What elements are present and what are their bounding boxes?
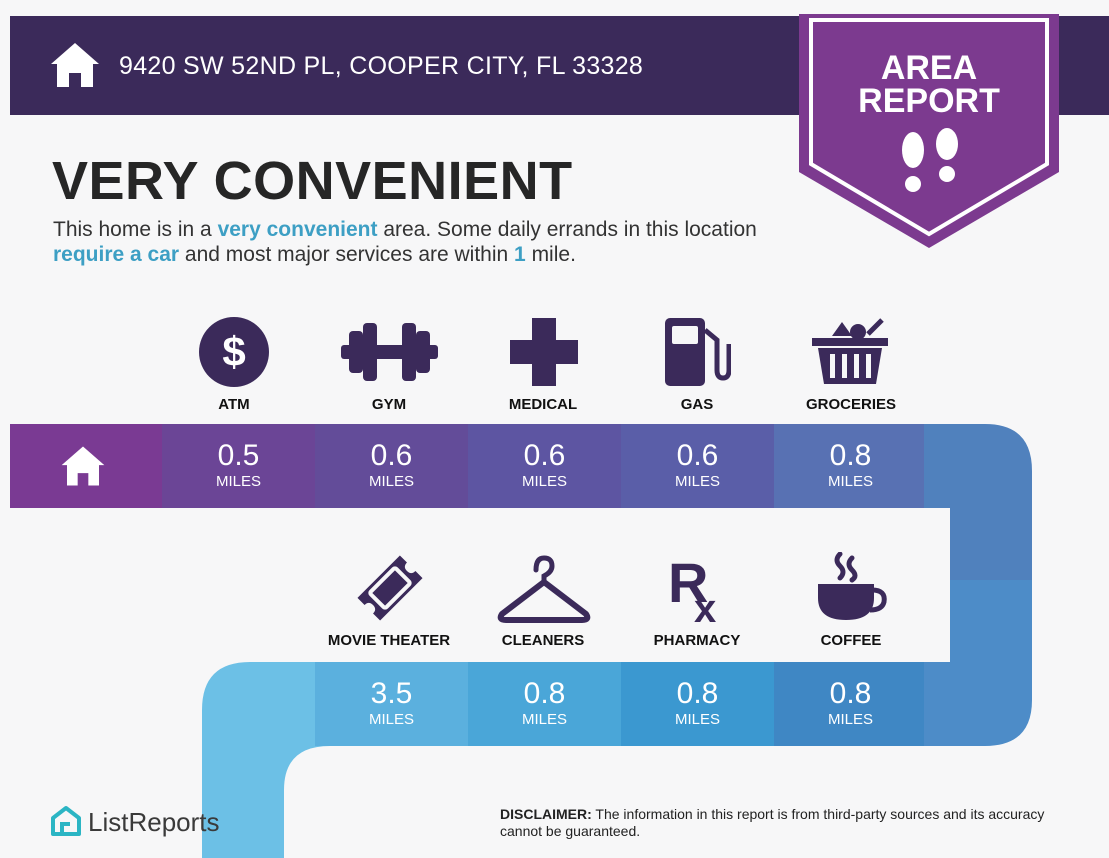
- distance-cell-coffee: 0.8 MILES: [774, 662, 927, 746]
- distance-value: 0.8: [829, 677, 872, 710]
- distance-unit: MILES: [521, 711, 567, 728]
- service-label-coffee: COFFEE: [820, 632, 882, 649]
- grocery-basket-icon: [812, 318, 888, 384]
- distance-value: 0.8: [523, 677, 566, 710]
- summary-text-4: mile.: [525, 243, 576, 266]
- disclaimer: DISCLAIMER: The information in this repo…: [500, 806, 1080, 840]
- service-label-cleaners: CLEANERS: [501, 632, 585, 649]
- service-label-gym: GYM: [371, 396, 407, 413]
- medical-cross-icon: [510, 318, 578, 386]
- coffee-cup-icon: [818, 552, 887, 620]
- distance-value: 0.6: [523, 439, 566, 472]
- svg-text:x: x: [694, 587, 716, 624]
- distance-cell-pharmacy: 0.8 MILES: [621, 662, 774, 746]
- distance-unit: MILES: [674, 711, 720, 728]
- distance-value: 0.8: [829, 439, 872, 472]
- service-label-pharmacy: PHARMACY: [653, 632, 741, 649]
- gas-pump-icon: [665, 318, 731, 386]
- summary-highlight-1: very convenient: [217, 218, 378, 241]
- distance-unit: MILES: [674, 473, 720, 490]
- distance-cell-movie-theater: 3.5 MILES: [315, 662, 468, 746]
- distance-cell-medical: 0.6 MILES: [468, 424, 621, 508]
- distance-cell-cleaners: 0.8 MILES: [468, 662, 621, 746]
- dumbbell-icon: [341, 323, 438, 381]
- area-report-badge: [799, 14, 1059, 248]
- distance-unit: MILES: [215, 473, 261, 490]
- area-report-title: AREA REPORT: [799, 49, 1059, 120]
- badge-line-1: AREA: [880, 49, 978, 87]
- service-label-movie-theater: MOVIE THEATER: [327, 632, 451, 649]
- distance-unit: MILES: [827, 711, 873, 728]
- summary-text-3: and most major services are within: [179, 243, 515, 266]
- summary-highlight-2: require a car: [53, 243, 180, 266]
- disclaimer-text: The information in this report is from t…: [500, 806, 1045, 839]
- home-start-icon: [61, 446, 105, 486]
- distance-value: 0.6: [370, 439, 413, 472]
- distance-unit: MILES: [368, 473, 414, 490]
- hanger-icon: [497, 555, 591, 623]
- atm-dollar-icon: $: [199, 317, 269, 387]
- service-label-gas: GAS: [680, 396, 714, 413]
- convenience-summary: This home is in a very convenient area. …: [53, 217, 813, 267]
- footprints-icon: [902, 128, 958, 192]
- service-label-atm: ATM: [218, 396, 250, 413]
- rx-icon: R x: [668, 552, 716, 624]
- summary-highlight-3: 1: [514, 243, 526, 266]
- distance-unit: MILES: [827, 473, 873, 490]
- distance-cell-atm: 0.5 MILES: [162, 424, 315, 508]
- distance-cell-gym: 0.6 MILES: [315, 424, 468, 508]
- distance-value: 0.8: [676, 677, 719, 710]
- svg-text:R: R: [668, 552, 708, 614]
- property-address: 9420 SW 52ND PL, COOPER CITY, FL 33328: [119, 52, 644, 80]
- listreports-logo-icon: [51, 806, 81, 836]
- distance-unit: MILES: [368, 711, 414, 728]
- distance-unit: MILES: [521, 473, 567, 490]
- service-label-medical: MEDICAL: [508, 396, 578, 413]
- distance-value: 0.5: [217, 439, 260, 472]
- listreports-logo-text: ListReports: [88, 807, 220, 837]
- summary-text-1: This home is in a: [53, 218, 218, 241]
- distance-cell-groceries: 0.8 MILES: [774, 424, 927, 508]
- distance-value: 0.6: [676, 439, 719, 472]
- page-title: VERY CONVENIENT: [52, 151, 573, 211]
- distance-cell-gas: 0.6 MILES: [621, 424, 774, 508]
- summary-text-2: area. Some daily errands in this locatio…: [377, 218, 757, 241]
- movie-ticket-icon: [357, 555, 423, 621]
- home-icon: [51, 43, 99, 87]
- service-label-groceries: GROCERIES: [805, 396, 896, 413]
- distance-value: 3.5: [370, 677, 413, 710]
- badge-line-2: REPORT: [858, 82, 1000, 120]
- svg-text:$: $: [222, 328, 245, 375]
- disclaimer-label: DISCLAIMER:: [500, 806, 592, 822]
